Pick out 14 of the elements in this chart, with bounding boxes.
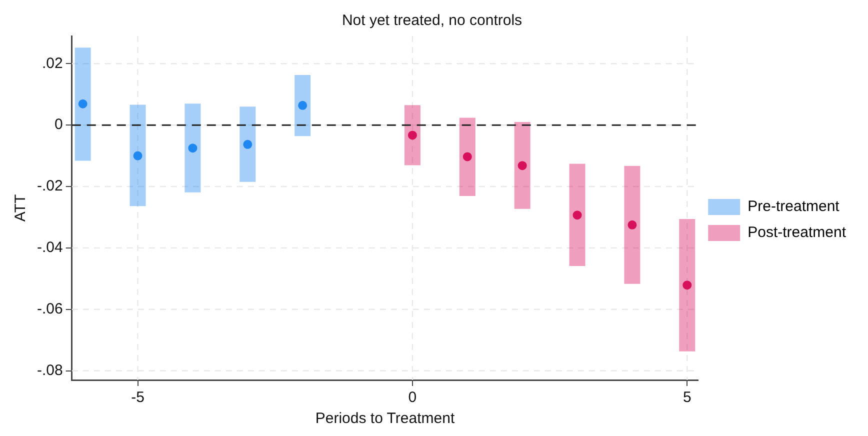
y-tick-label: 0 xyxy=(54,116,63,134)
y-tick-label: -.04 xyxy=(36,239,63,256)
y-tick-label: -.08 xyxy=(36,362,63,379)
x-tick-label: 5 xyxy=(682,389,692,406)
y-axis-title: ATT xyxy=(12,194,30,222)
y-tick-label: -.02 xyxy=(36,178,63,195)
legend-label: Post-treatment xyxy=(748,224,847,242)
legend-label: Pre-treatment xyxy=(748,198,840,216)
chart-title: Not yet treated, no controls xyxy=(342,12,522,30)
x-tick-label: 0 xyxy=(408,389,417,406)
x-tick-label: -5 xyxy=(131,389,144,406)
x-axis-title: Periods to Treatment xyxy=(315,410,456,428)
y-tick-label: .02 xyxy=(42,54,63,72)
y-tick-label: -.06 xyxy=(36,300,63,318)
